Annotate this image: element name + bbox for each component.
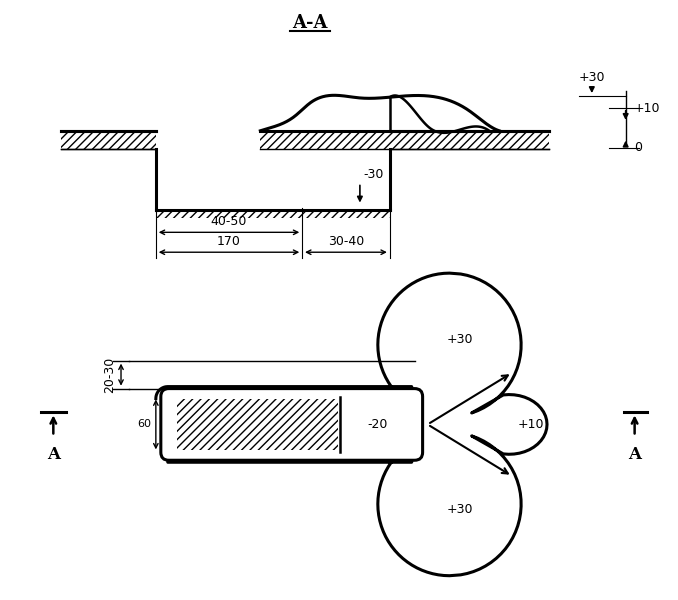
Bar <box>390 131 549 149</box>
Text: +30: +30 <box>446 503 473 515</box>
Text: 170: 170 <box>217 235 241 248</box>
Text: A: A <box>47 446 60 463</box>
Text: 30-40: 30-40 <box>328 235 364 248</box>
Bar <box>156 211 390 218</box>
Text: +10: +10 <box>634 102 660 115</box>
Text: 40-50: 40-50 <box>211 215 247 229</box>
Text: -30: -30 <box>363 167 383 181</box>
Text: +30: +30 <box>578 71 605 84</box>
Text: A-A: A-A <box>292 14 328 32</box>
Bar <box>177 398 338 451</box>
FancyBboxPatch shape <box>161 389 422 460</box>
Text: A: A <box>628 446 641 463</box>
Text: 20-30: 20-30 <box>103 356 116 393</box>
Text: 0: 0 <box>634 141 641 154</box>
Text: -20: -20 <box>367 418 388 431</box>
Bar <box>61 131 156 149</box>
Text: 60: 60 <box>137 419 151 430</box>
Bar <box>260 131 390 149</box>
Text: +30: +30 <box>446 334 473 346</box>
Text: +10: +10 <box>517 418 544 431</box>
